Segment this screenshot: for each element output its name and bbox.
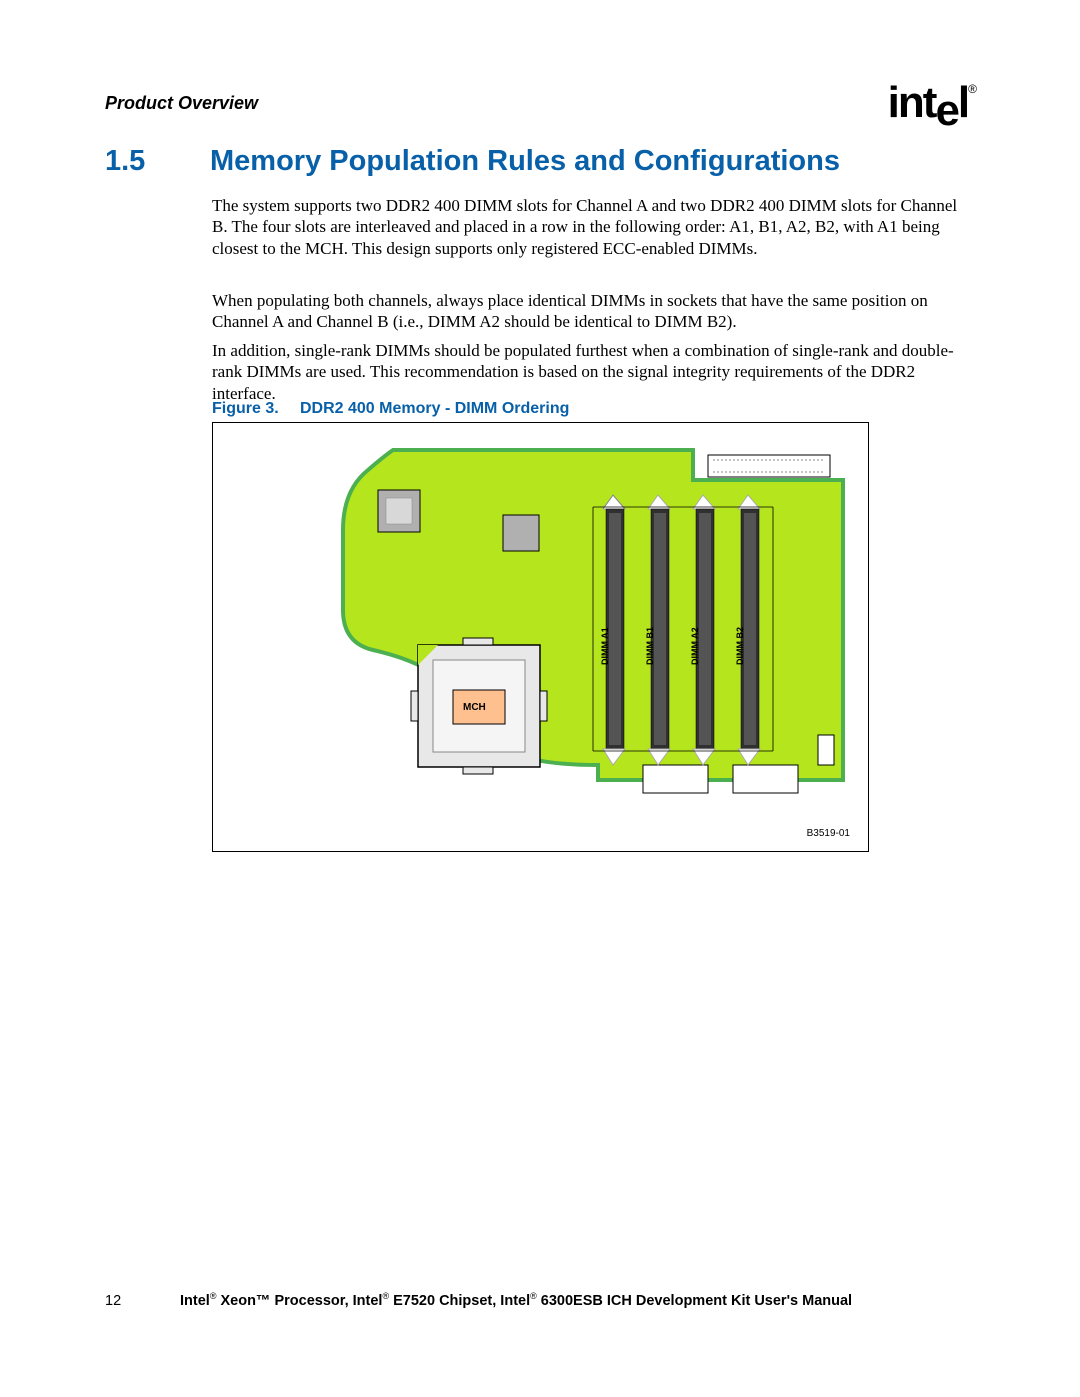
figure-caption: Figure 3.DDR2 400 Memory - DIMM Ordering bbox=[212, 400, 569, 418]
section-title: Memory Population Rules and Configuratio… bbox=[210, 145, 840, 177]
diagram-code: B3519-01 bbox=[807, 828, 850, 839]
chip-2 bbox=[503, 515, 539, 551]
board-diagram: MCH DIMM A1 bbox=[313, 435, 853, 795]
footer-text: Intel® Xeon™ Processor, Intel® E7520 Chi… bbox=[180, 1291, 852, 1309]
cpu-socket: MCH bbox=[411, 638, 547, 774]
page-header: Product Overview intel® bbox=[105, 78, 975, 128]
logo-text: intel bbox=[888, 78, 968, 127]
page-number: 12 bbox=[105, 1293, 180, 1309]
page-footer: 12 Intel® Xeon™ Processor, Intel® E7520 … bbox=[105, 1291, 975, 1309]
intel-logo: intel® bbox=[888, 78, 975, 128]
figure-label: Figure 3. bbox=[212, 400, 300, 418]
connector-top bbox=[708, 455, 830, 477]
paragraph-3: In addition, single-rank DIMMs should be… bbox=[212, 340, 975, 404]
paragraph-2: When populating both channels, always pl… bbox=[212, 290, 975, 333]
small-component bbox=[818, 735, 834, 765]
paragraph-1: The system supports two DDR2 400 DIMM sl… bbox=[212, 195, 975, 259]
header-title: Product Overview bbox=[105, 93, 258, 114]
figure-box: MCH DIMM A1 bbox=[212, 422, 869, 852]
figure-title: DDR2 400 Memory - DIMM Ordering bbox=[300, 400, 569, 417]
chip-1-inner bbox=[386, 498, 412, 524]
connector-bottom-2 bbox=[733, 765, 798, 793]
dimm-label-b2: DIMM B2 bbox=[735, 627, 745, 665]
section-heading: 1.5Memory Population Rules and Configura… bbox=[105, 145, 840, 178]
dimm-label-a1: DIMM A1 bbox=[600, 627, 610, 665]
dimm-label-a2: DIMM A2 bbox=[690, 627, 700, 665]
logo-registered: ® bbox=[968, 82, 975, 96]
dimm-label-b1: DIMM B1 bbox=[645, 627, 655, 665]
mch-label: MCH bbox=[463, 702, 486, 713]
section-number: 1.5 bbox=[105, 145, 210, 178]
connector-bottom-1 bbox=[643, 765, 708, 793]
